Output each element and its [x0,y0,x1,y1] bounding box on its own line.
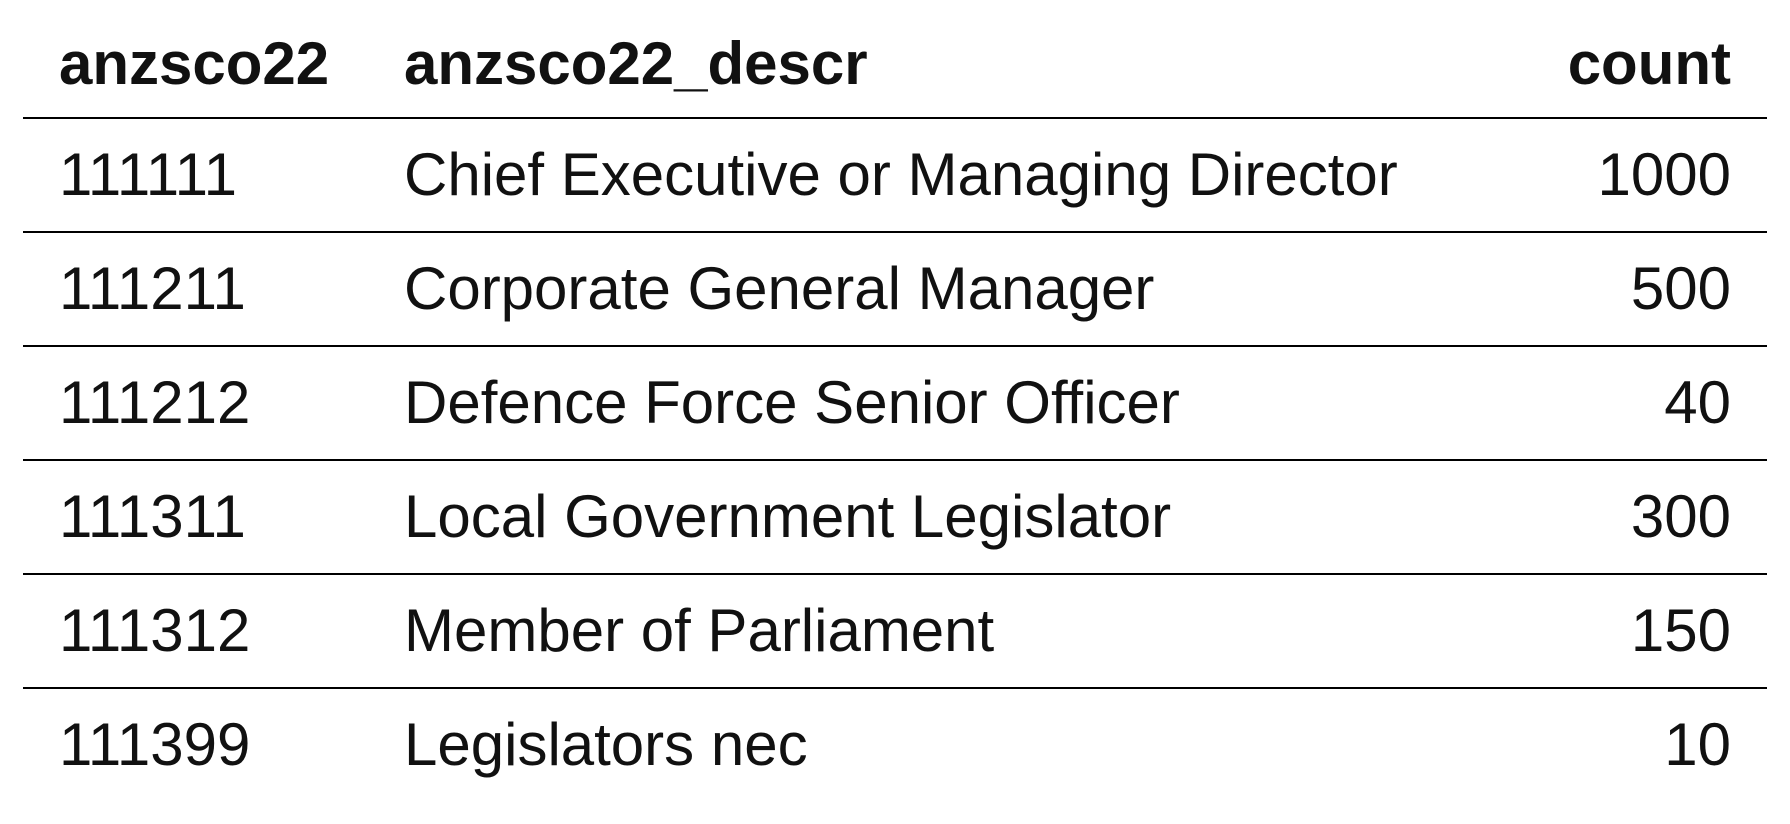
column-header-count: count [1518,10,1767,119]
header-row: anzsco22 anzsco22_descr count [23,10,1767,119]
data-table: anzsco22 anzsco22_descr count 111111 Chi… [23,10,1767,801]
cell-count: 150 [1518,574,1767,689]
cell-anzsco22: 111211 [23,232,368,347]
cell-anzsco22-descr: Member of Parliament [368,574,1518,689]
table-row: 111399 Legislators nec 10 [23,688,1767,801]
cell-count: 1000 [1518,118,1767,233]
cell-anzsco22: 111311 [23,460,368,575]
table-row: 111212 Defence Force Senior Officer 40 [23,346,1767,461]
cell-anzsco22-descr: Chief Executive or Managing Director [368,118,1518,233]
column-header-anzsco22: anzsco22 [23,10,368,119]
cell-count: 40 [1518,346,1767,461]
data-table-container: anzsco22 anzsco22_descr count 111111 Chi… [23,10,1767,801]
table-row: 111312 Member of Parliament 150 [23,574,1767,689]
cell-anzsco22: 111212 [23,346,368,461]
cell-anzsco22-descr: Legislators nec [404,711,808,778]
table-row: 111311 Local Government Legislator 300 [23,460,1767,575]
column-header-anzsco22-descr: anzsco22_descr [368,10,1518,119]
table-body: 111111 Chief Executive or Managing Direc… [23,118,1767,801]
cell-anzsco22-descr: Corporate General Manager [368,232,1518,347]
cell-count: 10 [1664,711,1731,778]
table-row: 111211 Corporate General Manager 500 [23,232,1767,347]
table-header: anzsco22 anzsco22_descr count [23,10,1767,119]
cell-anzsco22-descr: Local Government Legislator [368,460,1518,575]
cell-anzsco22-descr: Defence Force Senior Officer [368,346,1518,461]
cell-count: 300 [1518,460,1767,575]
cell-count: 500 [1518,232,1767,347]
cell-anzsco22: 111399 [59,711,251,778]
table-row: 111111 Chief Executive or Managing Direc… [23,118,1767,233]
cell-anzsco22: 111312 [23,574,368,689]
cell-anzsco22: 111111 [23,118,368,233]
